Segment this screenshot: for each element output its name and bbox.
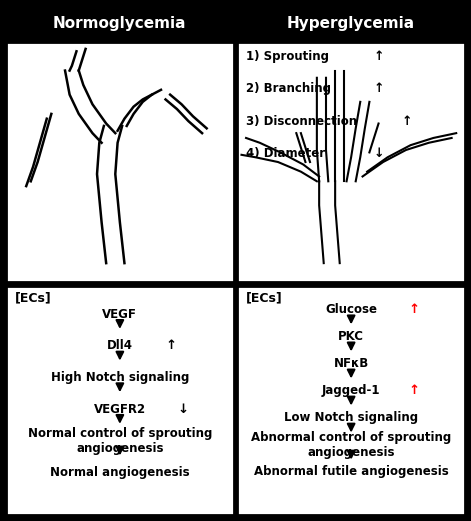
Text: VEGF: VEGF [102,308,138,320]
Text: ↑: ↑ [401,115,412,128]
Text: 4) Diameter: 4) Diameter [246,147,325,160]
Text: Normoglycemia: Normoglycemia [53,16,187,31]
Text: ↓: ↓ [177,403,188,416]
Text: Dll4: Dll4 [107,339,133,352]
Text: ↑: ↑ [408,384,419,397]
Text: ↑: ↑ [408,303,419,316]
Text: Low Notch signaling: Low Notch signaling [284,411,418,424]
Text: Glucose: Glucose [325,303,377,316]
Text: Normal control of sprouting
angiogenesis: Normal control of sprouting angiogenesis [28,427,212,455]
Text: Abnormal control of sprouting
angiogenesis: Abnormal control of sprouting angiogenes… [251,431,451,459]
Text: [ECs]: [ECs] [15,291,51,304]
Text: ↓: ↓ [374,147,384,160]
Text: Hyperglycemia: Hyperglycemia [287,16,415,31]
Text: Jagged-1: Jagged-1 [322,384,381,397]
Text: 1) Sprouting: 1) Sprouting [246,49,329,63]
Text: High Notch signaling: High Notch signaling [51,371,189,384]
Text: [ECs]: [ECs] [246,291,283,304]
Text: ↑: ↑ [165,339,177,352]
Text: ↑: ↑ [374,82,384,95]
Text: 2) Branching: 2) Branching [246,82,331,95]
Text: Normal angiogenesis: Normal angiogenesis [50,466,190,479]
Text: Abnormal futile angiogenesis: Abnormal futile angiogenesis [254,465,448,478]
Text: VEGFR2: VEGFR2 [94,403,146,416]
Text: 3) Disconnection: 3) Disconnection [246,115,357,128]
Text: NFκB: NFκB [333,357,369,370]
Text: ↑: ↑ [374,49,384,63]
Text: PKC: PKC [338,330,364,343]
